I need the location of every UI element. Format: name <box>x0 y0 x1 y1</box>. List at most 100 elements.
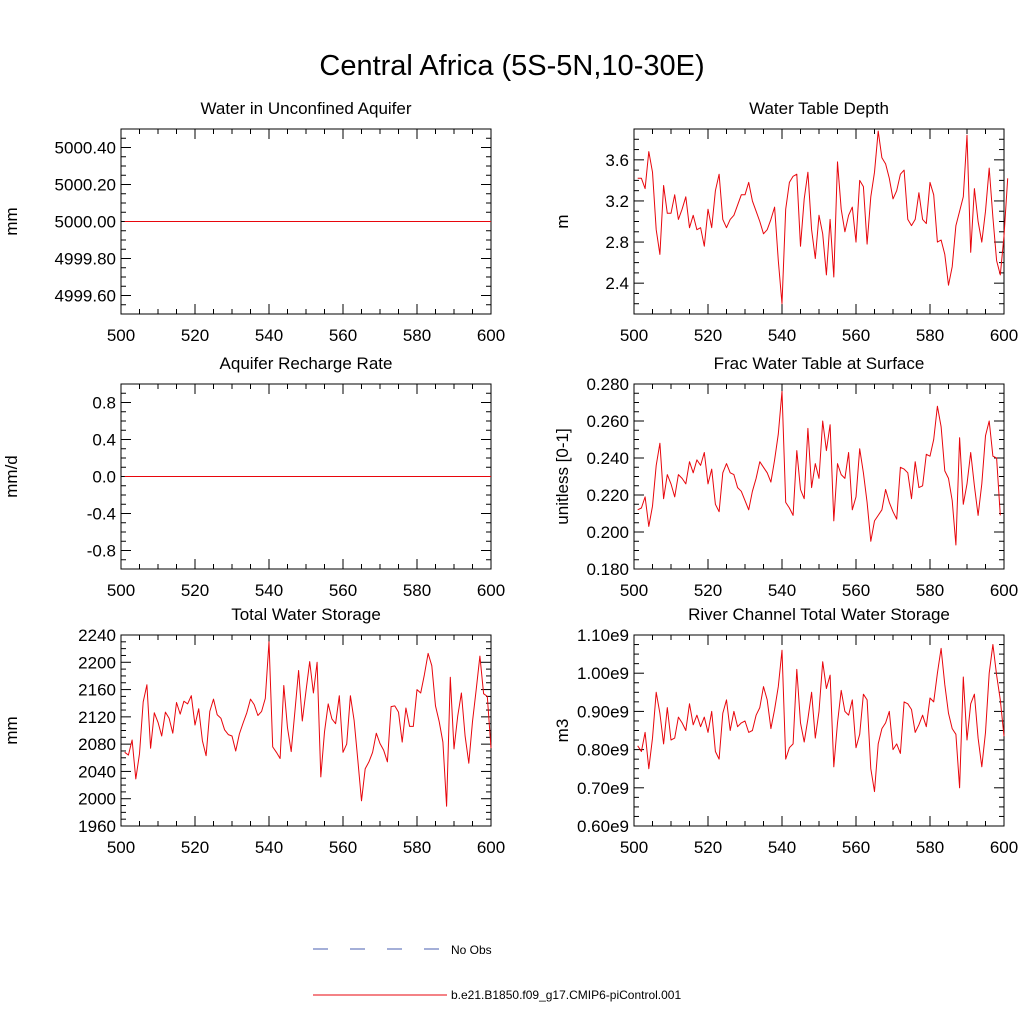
y-tick-label: -0.8 <box>87 542 116 561</box>
y-axis-label: unitless [0-1] <box>553 428 572 524</box>
x-tick-label: 500 <box>620 838 648 857</box>
series-line <box>637 644 1005 793</box>
x-tick-label: 500 <box>107 326 135 345</box>
y-tick-label: 2000 <box>78 790 116 809</box>
y-tick-label: 3.6 <box>605 151 629 170</box>
x-tick-label: 500 <box>107 581 135 600</box>
y-tick-label: 5000.40 <box>55 139 116 158</box>
legend-label-obs: No Obs <box>451 943 492 957</box>
x-tick-label: 560 <box>329 581 357 600</box>
x-tick-label: 560 <box>329 838 357 857</box>
y-tick-label: 0.0 <box>92 468 116 487</box>
panel-title: Aquifer Recharge Rate <box>220 354 393 373</box>
x-tick-label: 500 <box>620 581 648 600</box>
chart-panel-1: Water in Unconfined Aquifer mm 500 520 540 56… <box>2 99 505 345</box>
x-tick-label: 540 <box>768 326 796 345</box>
y-tick-label: 1.10e9 <box>577 626 629 645</box>
x-tick-label: 600 <box>990 581 1018 600</box>
x-tick-label: 520 <box>694 326 722 345</box>
y-tick-label: 2080 <box>78 735 116 754</box>
y-tick-label: 0.70e9 <box>577 779 629 798</box>
chart-panel-2: Water Table Depth m 500 520 540 560 580 600 2.4 2… <box>553 99 1018 345</box>
x-tick-label: 520 <box>181 581 209 600</box>
y-tick-label: 3.2 <box>605 192 629 211</box>
y-tick-label: 2120 <box>78 708 116 727</box>
x-tick-label: 580 <box>403 581 431 600</box>
y-tick-label: 2240 <box>78 626 116 645</box>
x-tick-label: 560 <box>842 581 870 600</box>
y-tick-label: 4999.80 <box>55 250 116 269</box>
legend-entry-obs: No Obs <box>313 943 492 957</box>
x-tick-label: 520 <box>181 838 209 857</box>
x-tick-label: 500 <box>620 326 648 345</box>
y-tick-label: 2040 <box>78 762 116 781</box>
y-tick-label: 1.00e9 <box>577 664 629 683</box>
panel-title: Water in Unconfined Aquifer <box>200 99 411 118</box>
x-tick-label: 540 <box>255 581 283 600</box>
y-tick-label: -0.4 <box>87 505 116 524</box>
y-tick-label: 0.280 <box>586 375 629 394</box>
x-tick-label: 540 <box>768 838 796 857</box>
x-tick-label: 500 <box>107 838 135 857</box>
legend-label-model: b.e21.B1850.f09_g17.CMIP6-piControl.001 <box>451 988 681 1002</box>
x-tick-label: 540 <box>255 326 283 345</box>
panel-title: Water Table Depth <box>749 99 889 118</box>
y-tick-label: 2160 <box>78 681 116 700</box>
y-tick-label: 5000.20 <box>55 176 116 195</box>
plot-frame <box>120 634 492 827</box>
plot-frame <box>633 128 1005 315</box>
y-axis-label: mm <box>2 716 21 744</box>
y-tick-label: 0.180 <box>586 560 629 579</box>
x-tick-label: 580 <box>403 326 431 345</box>
chart-panel-5: Total Water Storage mm 500 520 540 560 580 600 1… <box>2 605 505 857</box>
x-tick-label: 520 <box>694 838 722 857</box>
chart-panel-3: Aquifer Recharge Rate mm/d 500 520 540 560 580… <box>2 354 505 600</box>
y-tick-label: 0.80e9 <box>577 741 629 760</box>
y-tick-label: 0.90e9 <box>577 702 629 721</box>
x-tick-label: 580 <box>403 838 431 857</box>
y-axis-label: m <box>553 214 572 228</box>
x-tick-label: 520 <box>181 326 209 345</box>
y-axis-label: mm <box>2 207 21 235</box>
y-tick-label: 4999.60 <box>55 287 116 306</box>
series-line <box>637 130 1009 305</box>
x-tick-label: 600 <box>990 326 1018 345</box>
y-tick-label: 2.8 <box>605 233 629 252</box>
x-tick-label: 520 <box>694 581 722 600</box>
y-tick-label: 0.8 <box>92 394 116 413</box>
x-tick-label: 600 <box>477 581 505 600</box>
panel-title: Total Water Storage <box>231 605 381 624</box>
x-tick-label: 560 <box>842 326 870 345</box>
legend: No Obs b.e21.B1850.f09_g17.CMIP6-piContr… <box>313 943 681 1002</box>
series-line <box>637 390 1001 546</box>
page-title: Central Africa (5S-5N,10-30E) <box>319 50 705 82</box>
x-tick-label: 600 <box>477 838 505 857</box>
chart-panel-4: Frac Water Table at Surface unitless [0-1… <box>553 354 1018 600</box>
x-tick-label: 580 <box>916 838 944 857</box>
chart-panel-6: River Channel Total Water Storage m3 500 52… <box>553 605 1018 857</box>
y-axis-label: m3 <box>553 719 572 743</box>
series-line <box>124 641 492 807</box>
panels: Water in Unconfined Aquifer mm 500 520 540 56… <box>2 99 1018 857</box>
x-tick-label: 560 <box>842 838 870 857</box>
x-tick-label: 560 <box>329 326 357 345</box>
panel-title: Frac Water Table at Surface <box>714 354 925 373</box>
y-tick-label: 0.200 <box>586 523 629 542</box>
y-tick-label: 0.4 <box>92 431 116 450</box>
x-tick-label: 580 <box>916 581 944 600</box>
x-tick-label: 580 <box>916 326 944 345</box>
y-tick-label: 2.4 <box>605 274 629 293</box>
y-tick-label: 0.260 <box>586 412 629 431</box>
x-tick-label: 600 <box>990 838 1018 857</box>
y-tick-label: 2200 <box>78 653 116 672</box>
y-tick-label: 0.60e9 <box>577 817 629 836</box>
x-tick-label: 540 <box>768 581 796 600</box>
legend-entry-model: b.e21.B1850.f09_g17.CMIP6-piControl.001 <box>313 988 681 1002</box>
y-tick-label: 5000.00 <box>55 213 116 232</box>
y-tick-label: 0.240 <box>586 449 629 468</box>
panel-title: River Channel Total Water Storage <box>688 605 950 624</box>
x-tick-label: 600 <box>477 326 505 345</box>
y-tick-label: 0.220 <box>586 486 629 505</box>
x-tick-label: 540 <box>255 838 283 857</box>
